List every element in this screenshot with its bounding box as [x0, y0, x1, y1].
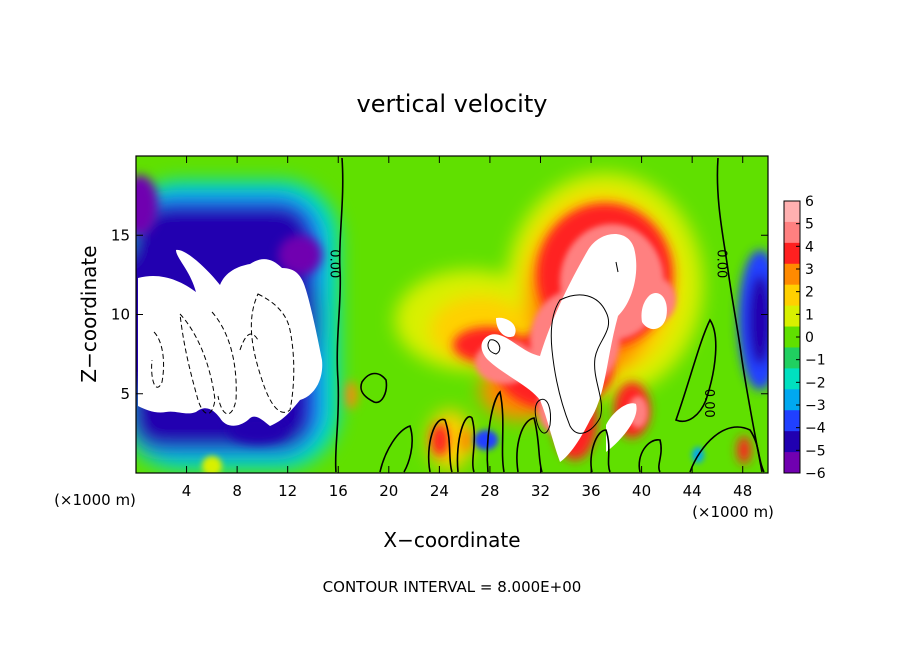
colorbar-swatch — [784, 368, 800, 390]
contour-labels: 0.00 0.00 0.00 — [327, 249, 729, 417]
colorbar-label: 2 — [805, 285, 814, 301]
x-tick-label: 20 — [379, 482, 398, 500]
x-tick-label: 12 — [278, 482, 297, 500]
colorbar-swatch — [784, 201, 800, 223]
colorbar-swatch — [784, 431, 800, 453]
contour-label: 0.00 — [701, 389, 716, 418]
contour-label: 0.00 — [327, 249, 342, 278]
y-tick-label: 5 — [120, 385, 130, 403]
contour-label: 0.00 — [713, 249, 728, 278]
colorbar-swatch — [784, 305, 800, 328]
colorbar-label: 4 — [805, 239, 814, 255]
colorbar-swatch — [784, 221, 800, 244]
x-tick-label: 40 — [632, 482, 651, 500]
y-tick-label: 15 — [111, 226, 130, 244]
x-unit-label-left: (×1000 m) — [54, 491, 136, 509]
colorbar-label: −2 — [805, 375, 826, 391]
x-tick-label: 36 — [581, 482, 600, 500]
colorbar-swatch — [784, 452, 800, 474]
downdraft-white-core — [138, 249, 323, 426]
x-tick-label: 48 — [733, 482, 752, 500]
chart-title: vertical velocity — [357, 90, 548, 118]
x-tick-label: 28 — [480, 482, 499, 500]
colorbar: 6 5 4 3 2 1 0 −1 −2 −3 −4 −5 −6 — [783, 194, 826, 482]
colorbar-label: −4 — [805, 421, 826, 437]
negative-contours — [151, 293, 295, 415]
colorbar-swatch — [784, 410, 800, 432]
x-tick-label: 24 — [430, 482, 449, 500]
colorbar-swatch — [784, 242, 800, 265]
colorbar-swatch — [784, 284, 800, 307]
colorbar-label: 1 — [805, 307, 814, 323]
y-axis-label: Z−coordinate — [77, 245, 101, 382]
positive-contours — [487, 261, 619, 434]
colorbar-label: −3 — [805, 398, 826, 414]
x-tick-label: 8 — [232, 482, 242, 500]
x-axis-label: X−coordinate — [383, 528, 520, 552]
zero-contours — [334, 157, 765, 473]
x-tick-label: 16 — [329, 482, 348, 500]
updraft-white-core — [481, 233, 667, 462]
colorbar-label: 0 — [805, 330, 814, 346]
colorbar-swatch — [784, 389, 800, 411]
x-tick-label: 44 — [683, 482, 702, 500]
x-tick-label: 32 — [531, 482, 550, 500]
x-tick-label: 4 — [182, 482, 192, 500]
y-tick-label: 10 — [111, 306, 130, 324]
y-axis: 5 10 15 — [111, 226, 768, 403]
colorbar-swatch — [784, 326, 800, 348]
surface-features — [202, 430, 704, 473]
colorbar-label: 6 — [805, 194, 814, 210]
colorbar-label: −1 — [805, 353, 826, 369]
colorbar-label: 5 — [805, 217, 814, 233]
x-unit-label-right: (×1000 m) — [692, 503, 774, 521]
colorbar-label: −6 — [805, 466, 826, 482]
x-axis: 4 8 12 16 20 24 28 32 36 40 44 48 — [182, 156, 752, 500]
heatmap-field — [136, 156, 768, 473]
colorbar-label: 3 — [805, 262, 814, 278]
colorbar-swatch — [784, 347, 800, 369]
colorbar-swatch — [784, 263, 800, 286]
contour-interval-note: CONTOUR INTERVAL = 8.000E+00 — [323, 578, 582, 596]
colorbar-label: −5 — [805, 443, 826, 459]
